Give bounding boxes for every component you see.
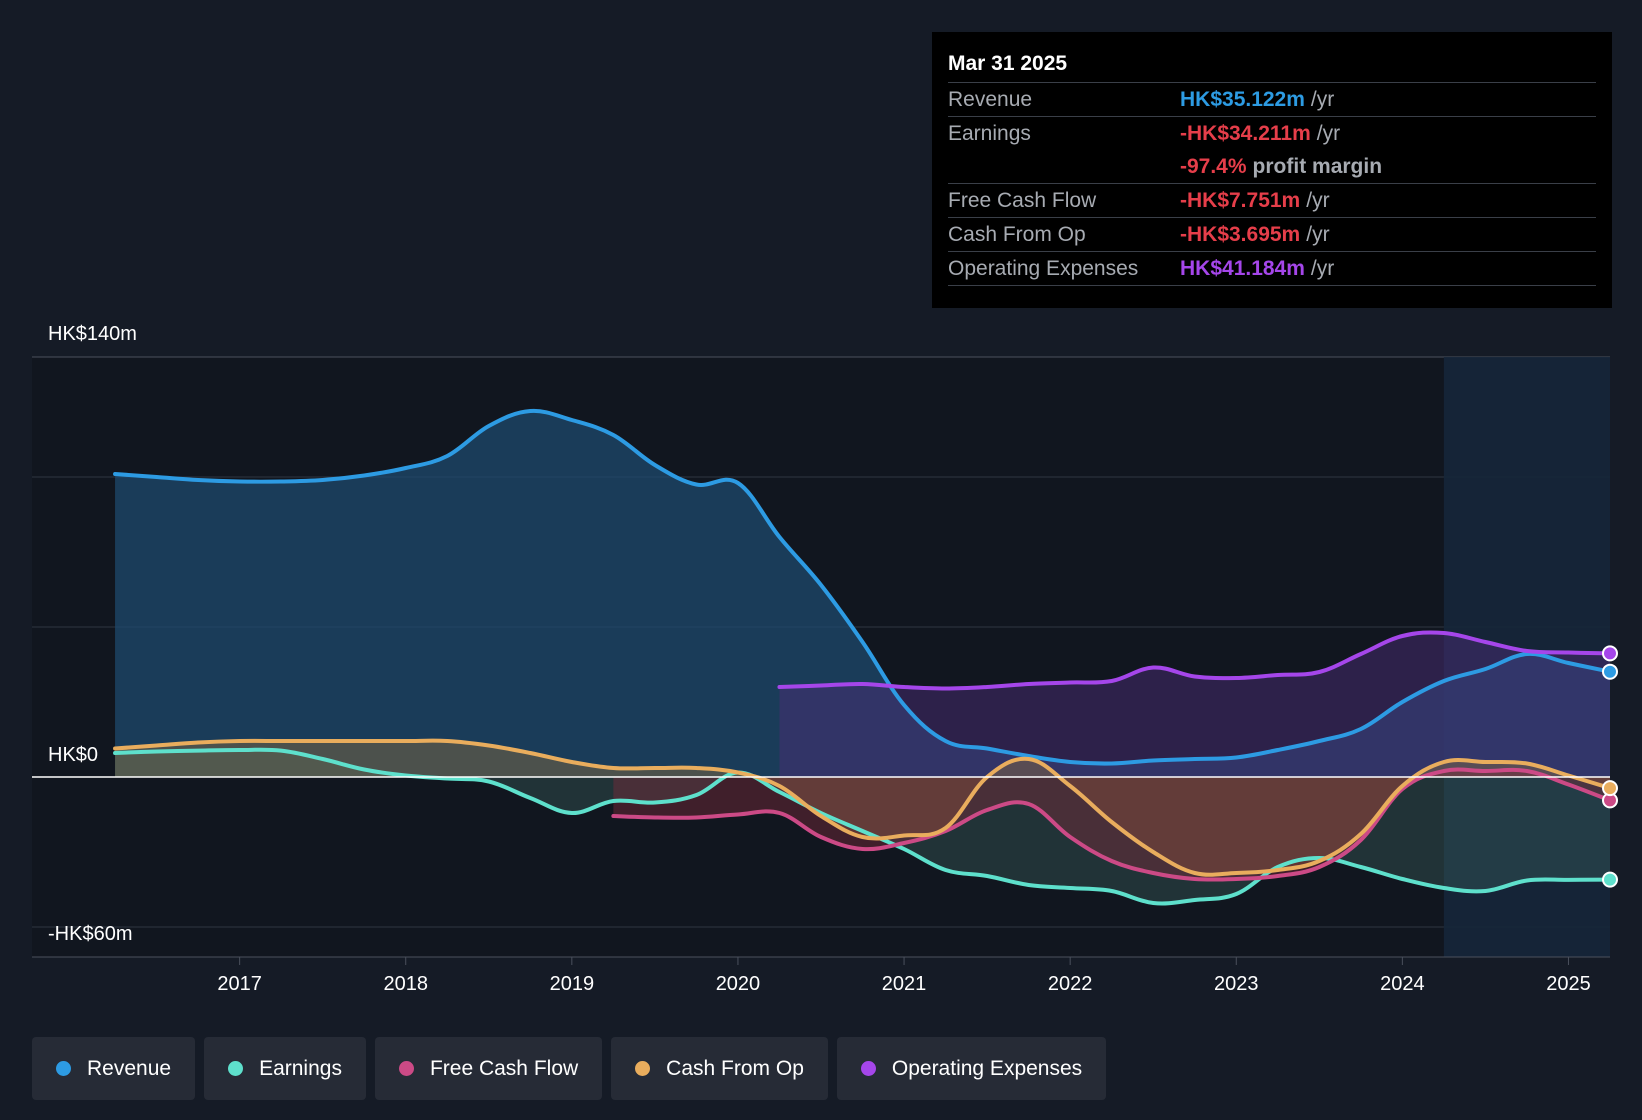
x-tick-label: 2020 (716, 973, 761, 995)
tooltip-row-free-cash-flow: Free Cash Flow -HK$7.751m /yr (948, 184, 1596, 218)
area-cash-from-op (115, 740, 1611, 875)
x-tick-label: 2023 (1214, 973, 1259, 995)
legend-item-revenue[interactable]: Revenue (32, 1037, 196, 1100)
y-axis-label-top: HK$140m (48, 323, 137, 345)
line-layer (113, 408, 1612, 906)
line-earnings (113, 747, 1612, 906)
tooltip-row-profit-margin: -97.4% profit margin (948, 150, 1596, 184)
tooltip-value-revenue: HK$35.122m (1180, 87, 1305, 111)
legend-item-free-cash-flow[interactable]: Free Cash Flow (374, 1037, 603, 1100)
line-free-cash-flow (611, 767, 1612, 882)
tooltip: Mar 31 2025 Revenue HK$35.122m /yr Earni… (932, 32, 1612, 308)
legend-label: Revenue (87, 1056, 172, 1080)
area-revenue (115, 410, 1611, 777)
x-tick-label: 2021 (882, 973, 927, 995)
x-tick-label: 2018 (383, 973, 428, 995)
cash-from-op-dot-icon (635, 1061, 651, 1076)
legend-item-operating-expenses[interactable]: Operating Expenses (836, 1037, 1107, 1100)
tooltip-unit: profit margin (1252, 154, 1383, 178)
line-operating-expenses (777, 630, 1612, 691)
x-tick-label: 2025 (1546, 973, 1591, 995)
tooltip-value-profit-margin: -97.4% (1180, 154, 1247, 178)
x-tick-label: 2022 (1048, 973, 1093, 995)
x-tick-label: 2019 (550, 973, 595, 995)
legend-item-cash-from-op[interactable]: Cash From Op (611, 1037, 828, 1100)
end-dot-earnings (1602, 871, 1618, 888)
tooltip-value-earnings: -HK$34.211m (1180, 121, 1311, 145)
area-operating-expenses (779, 632, 1610, 777)
tooltip-label: Revenue (948, 87, 1033, 111)
tooltip-row-cash-from-op: Cash From Op -HK$3.695m /yr (948, 218, 1596, 252)
legend: Revenue Earnings Free Cash Flow Cash Fro… (32, 1037, 1107, 1100)
tooltip-label: Cash From Op (948, 222, 1086, 246)
tooltip-label: Free Cash Flow (948, 188, 1097, 212)
area-layer (115, 410, 1611, 904)
legend-item-earnings[interactable]: Earnings (204, 1037, 366, 1100)
line-revenue (113, 408, 1612, 766)
tooltip-label: Earnings (948, 121, 1031, 145)
free-cash-flow-dot-icon (398, 1061, 414, 1076)
area-free-cash-flow (613, 769, 1610, 880)
end-dots (1602, 645, 1618, 888)
legend-label: Free Cash Flow (429, 1056, 579, 1080)
tooltip-unit: /yr (1306, 188, 1330, 212)
legend-label: Earnings (259, 1056, 342, 1080)
operating-expenses-dot-icon (860, 1061, 876, 1076)
x-tick-label: 2024 (1380, 973, 1425, 995)
x-axis: 2017 2018 2019 2020 2021 2022 2023 2024 2025 (32, 956, 1610, 995)
tooltip-value-operating-expenses: HK$41.184m (1180, 256, 1305, 280)
tooltip-row-revenue: Revenue HK$35.122m /yr (948, 83, 1596, 117)
end-dot-revenue (1602, 663, 1618, 680)
tooltip-label: Operating Expenses (948, 256, 1139, 280)
tooltip-value-free-cash-flow: -HK$7.751m (1180, 188, 1301, 212)
end-dot-operating-expenses (1602, 645, 1618, 662)
tooltip-row-operating-expenses: Operating Expenses HK$41.184m /yr (948, 252, 1596, 286)
revenue-dot-icon (56, 1061, 71, 1076)
tooltip-date: Mar 31 2025 (948, 46, 1596, 83)
end-dot-cash-from-op (1602, 780, 1618, 797)
legend-label: Cash From Op (666, 1056, 804, 1080)
earnings-dot-icon (228, 1061, 244, 1076)
tooltip-unit: /yr (1316, 121, 1341, 145)
tooltip-unit: /yr (1310, 256, 1335, 280)
tooltip-unit: /yr (1306, 222, 1330, 246)
tooltip-value-cash-from-op: -HK$3.695m (1180, 222, 1301, 246)
legend-label: Operating Expenses (891, 1056, 1083, 1080)
area-earnings (115, 749, 1611, 904)
y-axis-label-zero: HK$0 (48, 744, 98, 766)
x-tick-label: 2017 (217, 973, 262, 995)
line-cash-from-op (113, 738, 1612, 877)
tooltip-row-earnings: Earnings -HK$34.211m /yr (948, 117, 1596, 150)
tooltip-unit: /yr (1310, 87, 1335, 111)
y-axis-label-bottom: -HK$60m (48, 923, 132, 945)
